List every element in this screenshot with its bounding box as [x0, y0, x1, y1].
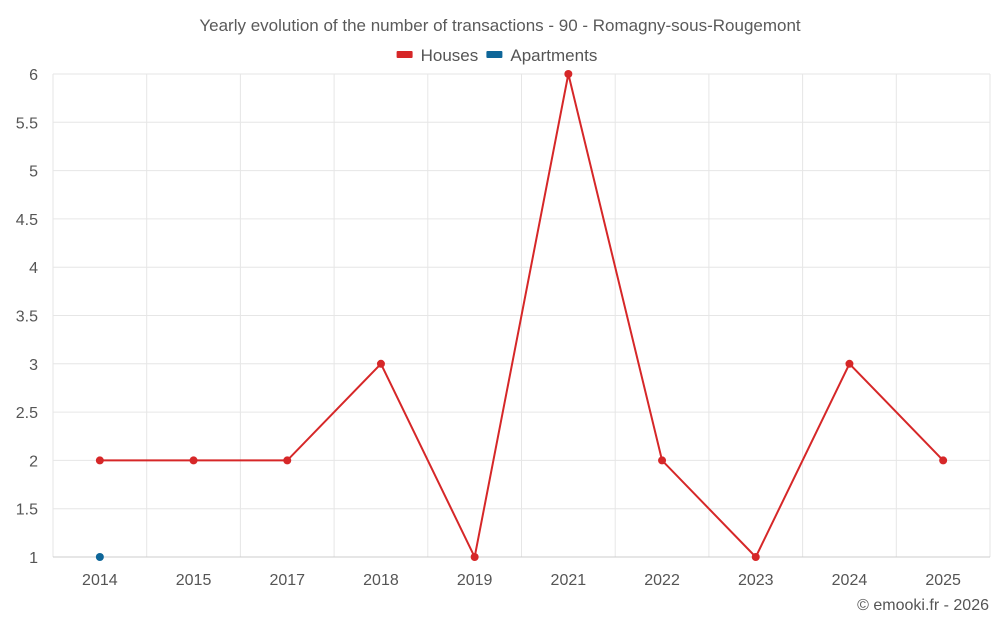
x-axis-ticks: 2014 2015 2017 2018 2019 2021 2022 2023 2024 2025 [82, 572, 961, 589]
x-tick-label: 2019 [457, 572, 493, 589]
data-point[interactable] [376, 359, 385, 368]
y-tick-label: 2.5 [16, 405, 38, 422]
x-tick-label: 2021 [551, 572, 587, 589]
legend-label: Apartments [510, 46, 597, 65]
y-tick-label: 6 [29, 67, 38, 84]
y-tick-label: 5 [29, 164, 38, 181]
data-point[interactable] [470, 553, 479, 561]
x-tick-label: 2022 [644, 572, 680, 589]
data-point[interactable] [564, 70, 573, 78]
x-tick-label: 2018 [363, 572, 399, 589]
x-tick-label: 2023 [738, 572, 774, 589]
y-tick-label: 3.5 [16, 309, 38, 326]
x-tick-label: 2024 [832, 572, 868, 589]
y-tick-label: 2 [29, 453, 38, 470]
series-apartments [95, 553, 104, 561]
data-point[interactable] [95, 553, 104, 561]
y-tick-label: 4.5 [16, 212, 38, 229]
x-tick-label: 2017 [269, 572, 305, 589]
legend-item-houses[interactable]: Houses [396, 46, 479, 65]
data-point[interactable] [283, 456, 292, 465]
data-point[interactable] [751, 553, 760, 561]
legend-label: Houses [421, 46, 479, 65]
y-tick-label: 1.5 [16, 502, 38, 519]
data-point[interactable] [939, 456, 948, 465]
legend-item-apartments[interactable]: Apartments [486, 46, 597, 65]
data-point[interactable] [658, 456, 667, 465]
chart-title: Yearly evolution of the number of transa… [199, 16, 801, 35]
legend-swatch [396, 51, 413, 58]
x-tick-label: 2014 [82, 572, 118, 589]
y-tick-label: 4 [29, 260, 38, 277]
data-point[interactable] [845, 359, 854, 368]
legend[interactable]: Houses Apartments [396, 46, 598, 65]
series-layer [95, 70, 948, 561]
credit-text: © emooki.fr - 2026 [857, 597, 989, 614]
data-point[interactable] [189, 456, 198, 465]
legend-swatch [486, 51, 503, 58]
series-houses [95, 70, 948, 561]
data-point[interactable] [95, 456, 104, 465]
y-tick-label: 5.5 [16, 115, 38, 132]
x-tick-label: 2025 [925, 572, 961, 589]
y-tick-label: 3 [29, 357, 38, 374]
series-line [99, 73, 944, 561]
y-axis-ticks: 1 1.5 2 2.5 3 3.5 4 4.5 5 5.5 6 [16, 67, 38, 567]
y-tick-label: 1 [29, 550, 38, 567]
x-tick-label: 2015 [176, 572, 212, 589]
